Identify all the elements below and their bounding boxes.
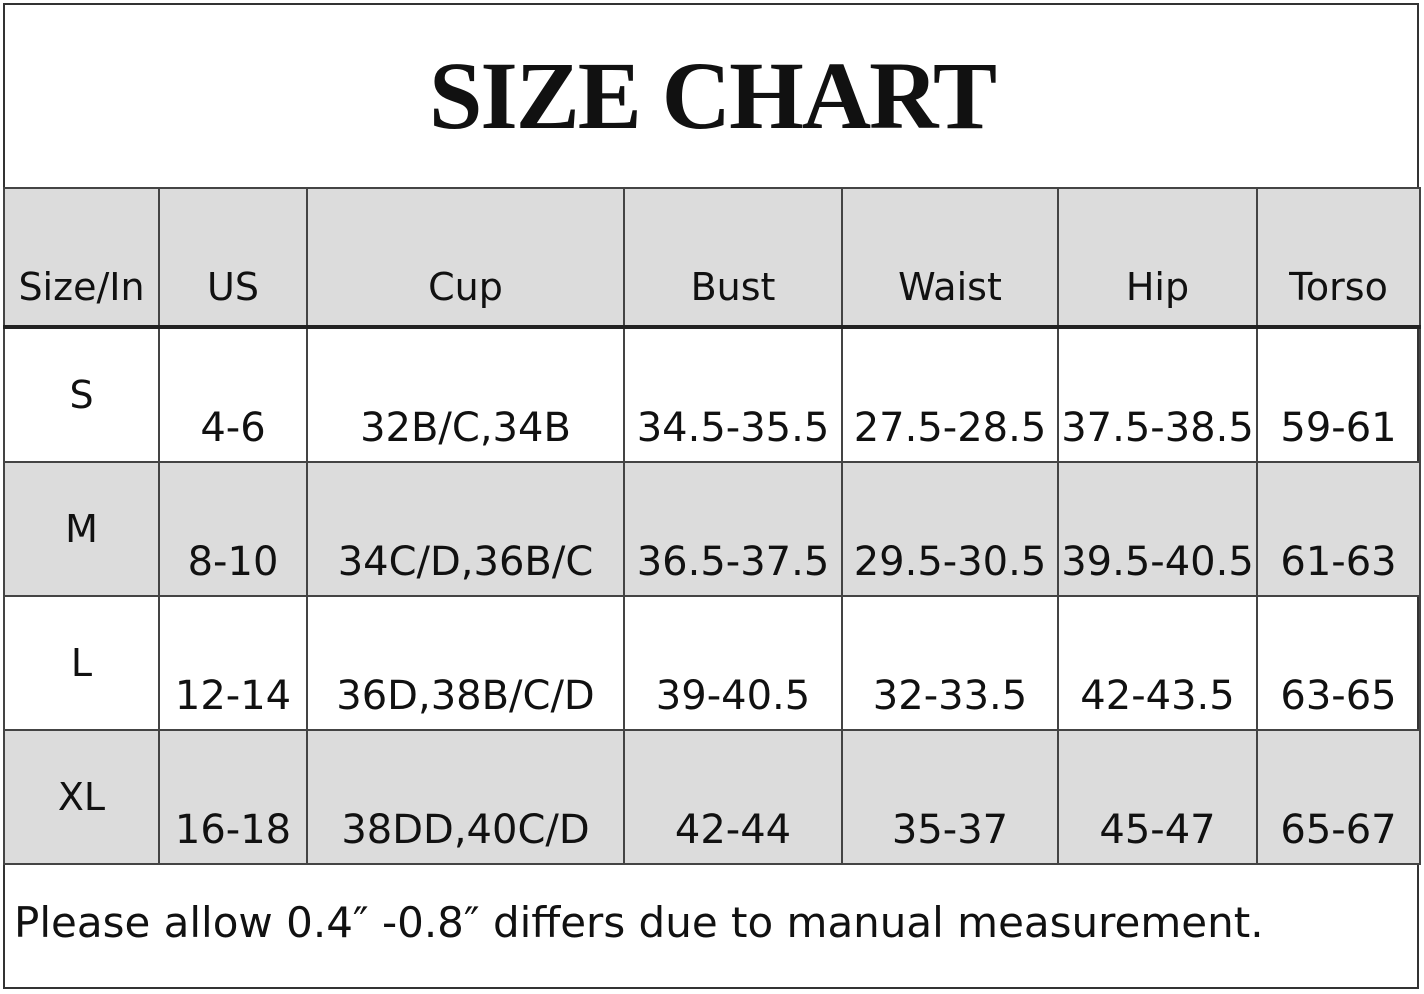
table-row: XL 16-18 38DD,40C/D 42-44 35-37 45-47 65-67 <box>3 729 1421 865</box>
table-cell: 12-14 <box>158 595 308 731</box>
table-row: Size/In US Cup Bust Waist Hip Torso <box>3 187 1421 328</box>
table-cell: 42-44 <box>623 729 843 865</box>
table-cell: S <box>3 326 160 463</box>
table-cell: Waist <box>841 187 1059 328</box>
table-cell: 39-40.5 <box>623 595 843 731</box>
table-cell: 39.5-40.5 <box>1057 461 1258 597</box>
table-cell: 65-67 <box>1256 729 1421 865</box>
table-cell: 36.5-37.5 <box>623 461 843 597</box>
table-cell: XL <box>3 729 160 865</box>
table-cell: Bust <box>623 187 843 328</box>
table-cell: L <box>3 595 160 731</box>
table-row: S 4-6 32B/C,34B 34.5-35.5 27.5-28.5 37.5-38.5… <box>3 326 1421 463</box>
table-cell: 59-61 <box>1256 326 1421 463</box>
table-cell: Torso <box>1256 187 1421 328</box>
table-cell: 63-65 <box>1256 595 1421 731</box>
table-cell: 42-43.5 <box>1057 595 1258 731</box>
title: SIZE CHART <box>428 42 997 149</box>
table-cell: 38DD,40C/D <box>306 729 625 865</box>
table-cell: 36D,38B/C/D <box>306 595 625 731</box>
table-cell: 34C/D,36B/C <box>306 461 625 597</box>
note: Please allow 0.4″ -0.8″ differs due to m… <box>14 898 1264 947</box>
table-cell: Size/In <box>3 187 160 328</box>
table-cell: 61-63 <box>1256 461 1421 597</box>
table-cell: US <box>158 187 308 328</box>
table-cell: 35-37 <box>841 729 1059 865</box>
table-cell: Cup <box>306 187 625 328</box>
table-row: L 12-14 36D,38B/C/D 39-40.5 32-33.5 42-43.5 63… <box>3 595 1421 731</box>
table-cell: 8-10 <box>158 461 308 597</box>
table-cell: 29.5-30.5 <box>841 461 1059 597</box>
table-cell: Hip <box>1057 187 1258 328</box>
table-cell: 4-6 <box>158 326 308 463</box>
table-cell: 32-33.5 <box>841 595 1059 731</box>
table-cell: 16-18 <box>158 729 308 865</box>
table-cell: 32B/C,34B <box>306 326 625 463</box>
table-cell: 27.5-28.5 <box>841 326 1059 463</box>
table-cell: 45-47 <box>1057 729 1258 865</box>
size-table: Size/In US Cup Bust Waist Hip Torso S 4-6 32B/C,3… <box>3 187 1421 865</box>
table-row: M 8-10 34C/D,36B/C 36.5-37.5 29.5-30.5 39.5-4… <box>3 461 1421 597</box>
table-cell: 34.5-35.5 <box>623 326 843 463</box>
table-cell: 37.5-38.5 <box>1057 326 1258 463</box>
table-cell: M <box>3 461 160 597</box>
